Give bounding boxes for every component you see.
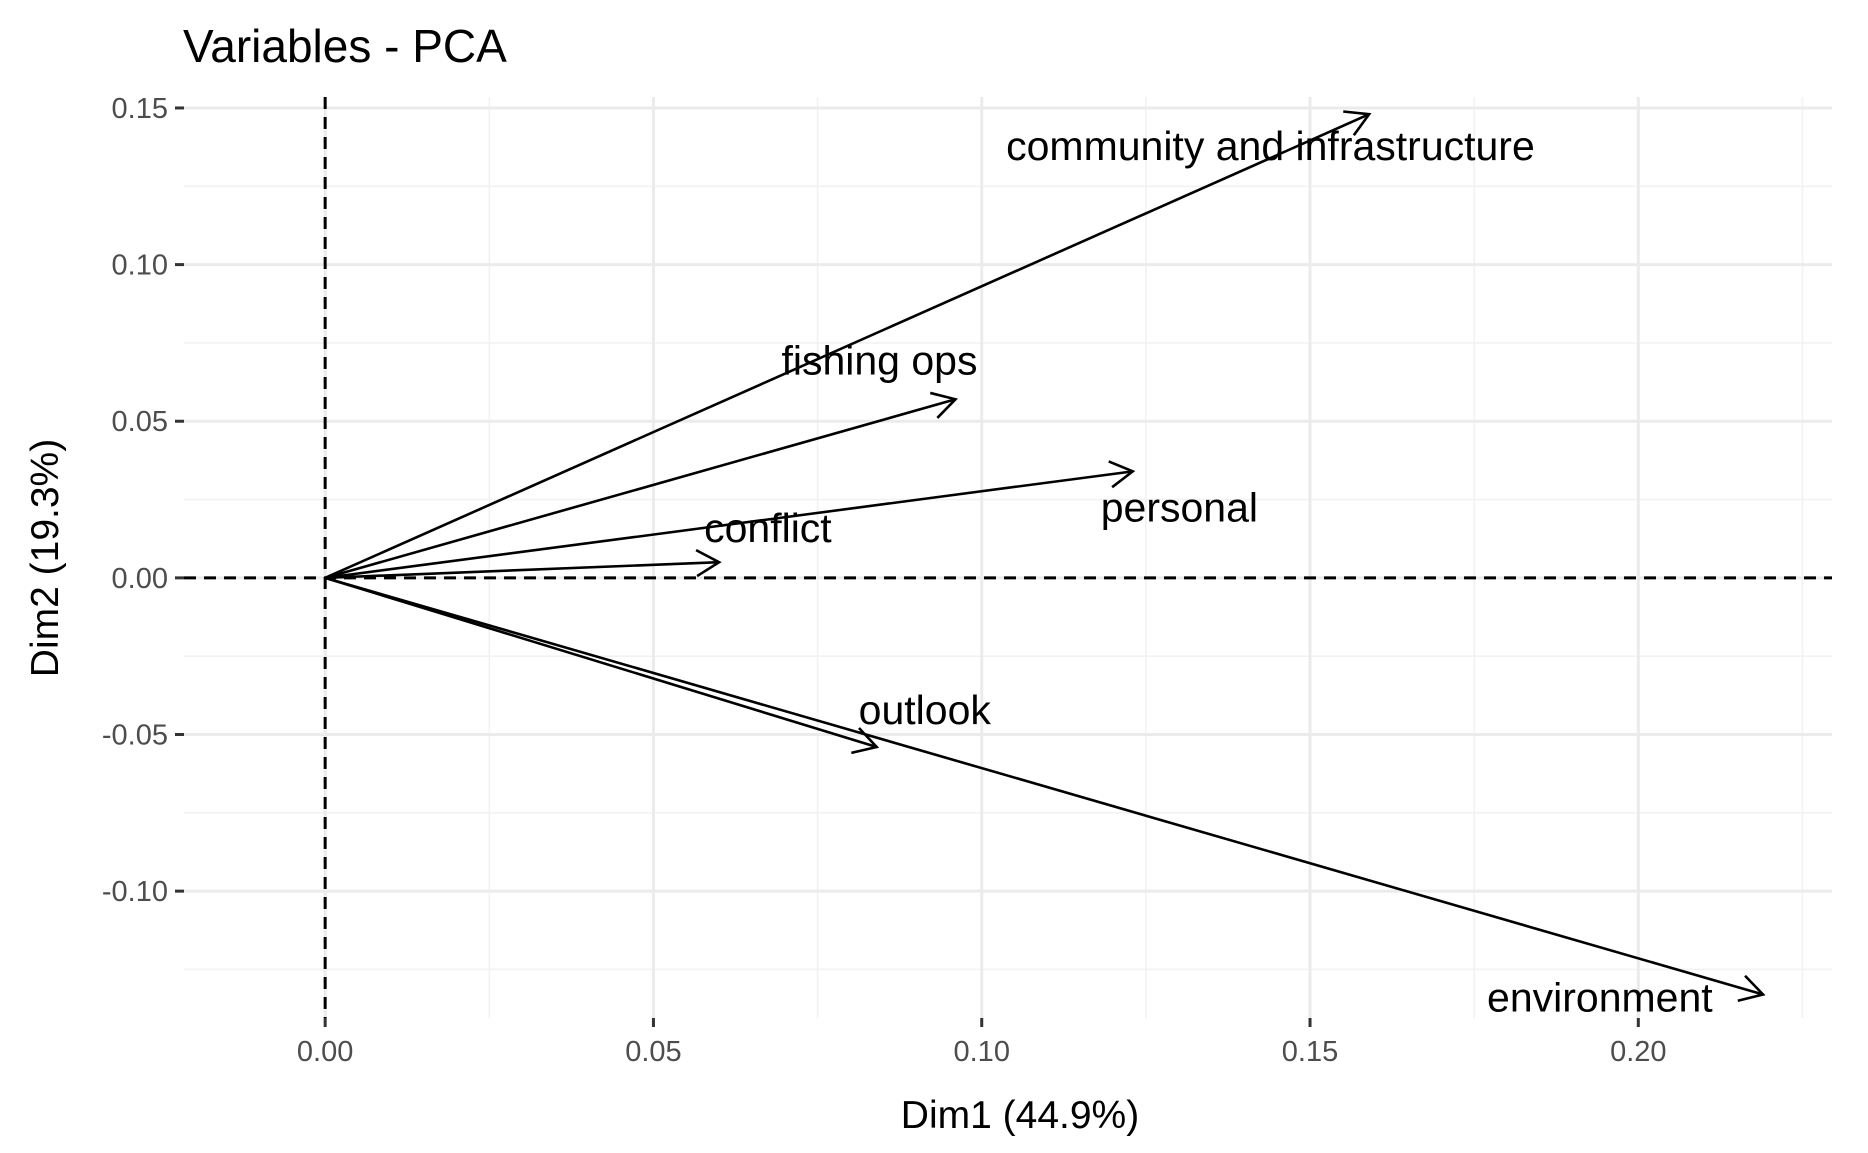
x-tick-label: 0.05 [625, 1036, 681, 1068]
label-outlook: outlook [859, 687, 992, 733]
x-tick-label: 0.15 [1282, 1036, 1338, 1068]
x-axis-label: Dim1 (44.9%) [901, 1094, 1139, 1137]
x-tick-label: 0.20 [1610, 1036, 1666, 1068]
chart-title: Variables - PCA [183, 20, 507, 72]
label-fishing-ops: fishing ops [781, 337, 977, 383]
arrowhead-fishing-ops [929, 391, 958, 419]
y-tick-label: 0.05 [112, 406, 168, 438]
x-tick-label: 0.10 [954, 1036, 1010, 1068]
arrow-personal [324, 470, 1133, 580]
arrowhead-environment [1737, 974, 1766, 1002]
y-tick-label: 0.10 [112, 250, 168, 282]
grid [184, 97, 1832, 1018]
x-tick-label: 0.00 [297, 1036, 353, 1068]
y-tick-label: 0.00 [112, 563, 168, 595]
arrowhead-personal [1108, 460, 1136, 489]
arrow-conflict [325, 560, 720, 580]
y-axis-label: Dim2 (19.3%) [24, 439, 67, 677]
label-community-and-infrastructure: community and infrastructure [1006, 123, 1535, 169]
variable-labels: community and infrastructure fishing ops p… [704, 123, 1713, 1020]
y-tick-label: -0.10 [102, 876, 168, 908]
y-tick-label: -0.05 [102, 719, 168, 751]
arrow-fishing-ops [324, 398, 956, 580]
arrowhead-community-and-infrastructure [1343, 110, 1372, 137]
label-conflict: conflict [704, 505, 832, 551]
y-axis-ticks: 0.15 0.10 0.05 0.00 -0.05 -0.10 [102, 93, 184, 908]
arrowhead-conflict [695, 548, 722, 578]
reference-lines [184, 97, 1832, 1018]
variable-arrows [324, 110, 1766, 1002]
arrow-environment [324, 576, 1764, 996]
x-axis-ticks: 0.00 0.05 0.10 0.15 0.20 [297, 1018, 1667, 1068]
label-environment: environment [1487, 975, 1713, 1021]
arrow-outlook [324, 576, 878, 749]
arrow-community-and-infrastructure [324, 113, 1370, 580]
y-tick-label: 0.15 [112, 93, 168, 125]
label-personal: personal [1101, 484, 1258, 530]
